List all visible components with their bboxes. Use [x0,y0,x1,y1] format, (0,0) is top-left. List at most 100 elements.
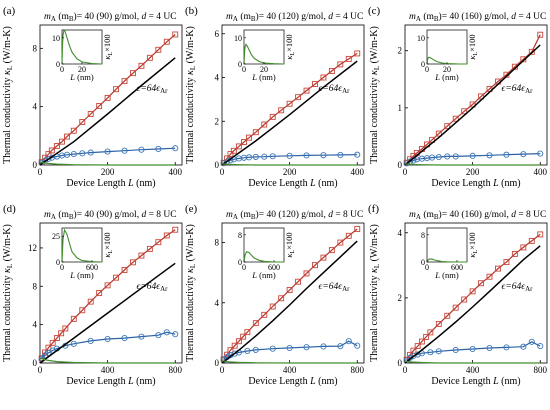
y-tick-label: 0 [398,160,403,170]
x-tick-label: 800 [350,365,364,375]
square-data-point [87,298,94,305]
inset: 0 20 0 10 L (nm) κL×100 [52,28,114,82]
circle-data-point [155,145,162,153]
square-data-point [252,320,259,327]
square-data-point [452,115,459,122]
x-tick-label: 200 [283,167,297,177]
x-tick-label: 0 [38,167,43,177]
inset-x-tick-label: 600 [451,263,463,272]
panel-e: (e) mA (mB)= 40 (120) g/mol, d = 8 UC 0 400… [185,203,364,387]
circle-data-point [252,346,259,353]
square-data-point [354,226,361,232]
y-tick-label: 12 [28,243,37,253]
circle-data-point [452,153,459,160]
y-tick-label: 4 [215,73,220,83]
square-data-point [537,231,544,238]
square-data-point [328,67,335,74]
square-data-point [418,338,425,345]
panel-title: mA (mB)= 40 (120) g/mol, d = 8 UC [226,209,363,221]
square-data-point [269,113,276,120]
square-data-point [528,48,535,55]
inset-y-tick-label: 0 [238,60,242,69]
inset-x-tick-label: 0 [425,65,429,74]
x-tick-label: 400 [350,167,364,177]
x-tick-label: 400 [533,167,547,177]
inset-y-label: κL×100 [284,34,296,59]
inset-y-tick-label: 0 [421,60,425,69]
y-tick-label: 2 [398,293,403,303]
circle-data-point [121,335,128,342]
circle-data-point [286,152,293,159]
circle-data-point [269,345,276,352]
panel-title: mA (mB)= 40 (160) g/mol, d = 8 UC [409,209,546,221]
square-data-point [337,61,344,68]
square-data-point [58,330,65,337]
square-data-point [227,151,234,158]
y-tick-label: 2 [398,46,403,56]
panel-a: (a) mA (mB)= 40 (90) g/mol, d = 4 UC0 200 4… [2,5,182,189]
x-axis-label: Device Length L (nm) [248,376,337,387]
panel-letter: (e) [185,203,198,215]
green-series-line [404,360,541,364]
panel-letter: (a) [3,5,16,17]
inset: 0 600 0 8 L (nm) κL×100 [421,227,479,280]
circle-data-point [70,340,77,347]
square-data-point [478,280,485,287]
x-tick-label: 200 [101,167,115,177]
circle-data-point [503,151,510,158]
circle-data-point [231,350,238,357]
square-data-point [241,139,247,145]
circle-data-point [486,344,493,352]
square-data-point [303,270,310,277]
circle-data-point [354,342,361,349]
circle-data-point [172,145,179,152]
inset-x-tick-label: 20 [443,65,451,74]
circle-data-point [245,154,253,161]
inset-y-tick-label: 0 [421,258,425,267]
square-data-point [520,244,527,251]
square-data-point [414,343,421,350]
square-data-point [231,342,238,349]
x-axis-label: Device Length L (nm) [66,178,155,189]
square-data-point [104,94,111,101]
circle-data-point [244,347,251,355]
circle-data-point [469,345,476,353]
circle-data-point [469,152,476,159]
green-series-line [221,360,358,364]
circle-data-point [537,343,544,350]
y-axis-label: Thermal conductivity κL (W/m-K) [369,26,381,164]
square-data-point [320,254,327,261]
circle-data-point [121,147,128,154]
circle-data-point [87,149,94,156]
inset: 0 20 0 10 L (nm) κL×100 [417,29,479,82]
panel-c: (c) mA (mB)= 40 (160) g/mol, d = 4 UC0 200… [368,5,547,189]
panel-d: (d) mA (mB)= 40 (90) g/mol, d = 8 UC0 400 8… [2,203,182,387]
circle-data-point [452,346,459,354]
y-tick-label: 4 [33,320,38,330]
square-data-point [230,147,237,154]
x-axis-label: Device Length L (nm) [431,376,520,387]
square-data-point [286,100,293,107]
circle-data-point [261,153,268,160]
square-data-point [303,87,310,94]
y-tick-label: 0 [215,358,220,368]
inset-y-label: κL×100 [467,232,479,257]
square-data-point [130,259,136,266]
circle-data-point [345,338,352,345]
y-axis-label: Thermal conductivity κL (W/m-K) [369,224,381,362]
x-tick-label: 400 [283,365,297,375]
y-tick-label: 4 [398,228,403,238]
inset-frame [426,227,468,263]
circle-data-point [87,337,94,344]
circle-data-point [320,343,327,350]
square-data-point [53,143,60,149]
square-series-fit-line [41,229,176,359]
square-data-point [138,252,145,259]
square-data-point [79,119,86,125]
circle-data-point [410,352,417,359]
inset-x-tick-label: 0 [242,65,246,74]
square-data-point [503,259,510,266]
square-data-point [64,133,70,140]
